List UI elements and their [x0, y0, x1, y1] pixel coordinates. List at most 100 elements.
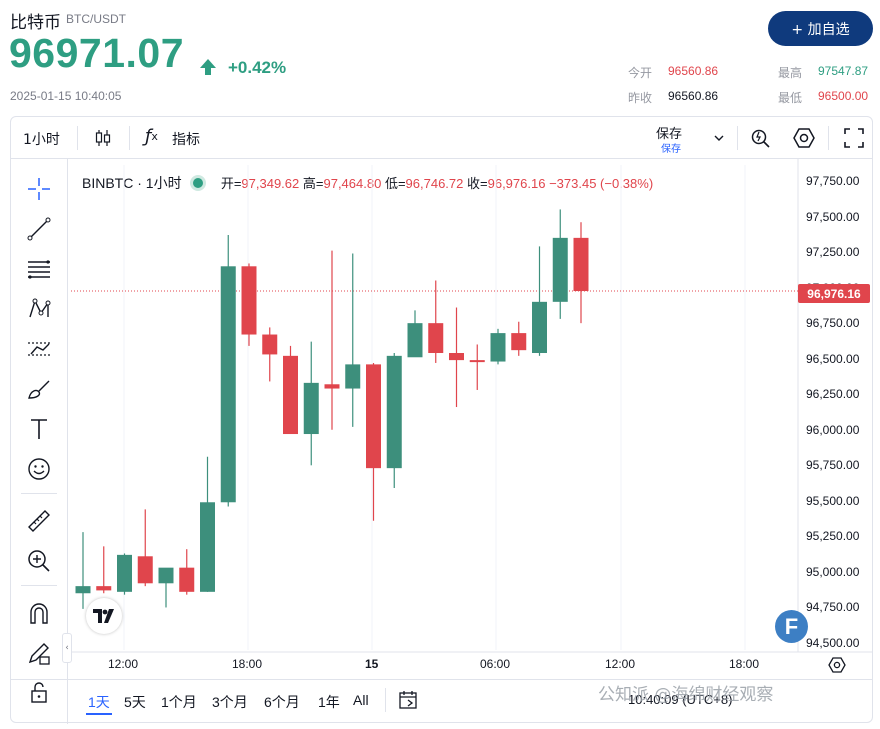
time-axis-label: 06:00: [480, 657, 511, 671]
price-axis-label: 95,250.00: [806, 529, 860, 544]
price-axis-label: 94,750.00: [806, 600, 860, 615]
time-axis-label: 15: [365, 657, 379, 671]
add-watchlist-button[interactable]: + 加自选: [768, 11, 873, 46]
stat-prev-value: 96560.86: [668, 89, 719, 103]
range-button[interactable]: 6个月: [264, 694, 300, 710]
time-axis-label: 18:00: [729, 657, 760, 671]
chevron-down-icon[interactable]: [713, 133, 725, 143]
save-subtitle: 保存: [661, 144, 681, 155]
candle-body[interactable]: [428, 323, 444, 354]
candle-body[interactable]: [573, 237, 589, 292]
quick-search-icon[interactable]: [750, 127, 772, 149]
pattern-icon[interactable]: [25, 295, 53, 323]
candle-body[interactable]: [386, 355, 402, 469]
candle-body[interactable]: [137, 556, 153, 584]
time-axis-label: 12:00: [605, 657, 636, 671]
legend-symbol: BINBTC · 1小时: [82, 175, 182, 191]
fullscreen-icon[interactable]: [843, 127, 865, 149]
time-axis-label: 12:00: [108, 657, 139, 671]
candle-body[interactable]: [469, 360, 485, 363]
price-axis-label: 96,250.00: [806, 387, 860, 402]
legend-open-label: 开=: [220, 176, 242, 191]
range-button[interactable]: 1个月: [161, 694, 197, 710]
candles-icon[interactable]: [93, 128, 113, 148]
collapse-toolbar-tab[interactable]: ‹: [62, 633, 72, 663]
price-axis-label: 97,250.00: [806, 245, 860, 260]
candle-body[interactable]: [552, 237, 568, 302]
legend-low: 96,746.72: [405, 176, 464, 191]
price-axis-label: 94,500.00: [806, 636, 860, 650]
tradingview-logo-icon: [93, 609, 114, 623]
stat-high-value: 97547.87: [818, 64, 869, 78]
stat-low: 最低 96500.00: [778, 89, 868, 106]
candle-body[interactable]: [532, 301, 547, 354]
toolbar-divider: [737, 126, 738, 150]
stat-open-value: 96560.86: [668, 64, 719, 78]
range-button[interactable]: 3个月: [212, 694, 248, 710]
save-button[interactable]: 保存: [656, 127, 683, 142]
candle-body[interactable]: [262, 334, 278, 355]
interval-selector[interactable]: 1小时: [23, 132, 60, 148]
lock-drawing-icon[interactable]: [25, 639, 53, 667]
quote-timestamp: 2025-01-15 10:40:05: [10, 89, 122, 103]
candle-body[interactable]: [179, 567, 195, 592]
tradingview-logo: [86, 598, 122, 634]
legend-open: 97,349.62: [241, 176, 300, 191]
zoom-in-icon[interactable]: [25, 547, 53, 575]
candle-body[interactable]: [303, 382, 319, 435]
candle-body[interactable]: [117, 554, 132, 592]
time-axis-label: 18:00: [232, 657, 263, 671]
magnet-icon[interactable]: [25, 599, 53, 627]
stat-prev-label: 昨收: [628, 91, 653, 105]
timezone-clock[interactable]: 10:40:09 (UTC+8): [628, 692, 733, 707]
legend-low-label: 低=: [384, 176, 406, 191]
range-button[interactable]: 5天: [124, 694, 146, 710]
candle-body[interactable]: [366, 364, 381, 469]
drawing-toolbar: [11, 159, 68, 724]
candle-body[interactable]: [158, 567, 174, 584]
lock-icon[interactable]: [25, 679, 53, 707]
legend-close: 96,976.16: [487, 176, 546, 191]
active-range-indicator: [86, 713, 112, 715]
range-button[interactable]: All: [353, 692, 369, 708]
candle-body[interactable]: [345, 364, 361, 389]
candle-body[interactable]: [220, 266, 236, 503]
candle-body[interactable]: [75, 586, 91, 594]
text-tool-icon[interactable]: [25, 415, 53, 443]
ruler-icon[interactable]: [25, 507, 53, 535]
candle-body[interactable]: [449, 353, 464, 361]
candle-body[interactable]: [511, 333, 527, 351]
provider-logo: F: [775, 610, 808, 643]
stat-high-label: 最高: [778, 66, 803, 80]
fib-lines-icon[interactable]: [25, 255, 53, 283]
date-range-icon[interactable]: [398, 690, 420, 710]
candle-body[interactable]: [241, 266, 257, 335]
crosshair-icon[interactable]: [25, 175, 53, 203]
projection-icon[interactable]: [25, 335, 53, 363]
range-button[interactable]: 1年: [318, 694, 340, 710]
settings-icon[interactable]: [792, 127, 816, 149]
stat-low-label: 最低: [778, 91, 803, 105]
candle-body[interactable]: [96, 586, 112, 591]
candle-body[interactable]: [407, 323, 423, 358]
stat-open: 今开 96560.86: [628, 64, 718, 81]
price-axis-label: 96,500.00: [806, 351, 860, 366]
current-price: 96971.07: [9, 30, 185, 76]
change-percent: +0.42%: [228, 58, 287, 77]
candle-body[interactable]: [324, 384, 340, 389]
candle-body[interactable]: [490, 333, 506, 362]
range-button[interactable]: 1天: [88, 694, 110, 710]
indicators-button[interactable]: 指标: [172, 132, 200, 148]
toolbar-divider: [77, 126, 78, 150]
candle-body[interactable]: [283, 355, 298, 435]
trend-line-icon[interactable]: [25, 215, 53, 243]
axis-settings-icon[interactable]: [828, 656, 846, 674]
asset-pair: BTC/USDT: [66, 12, 126, 26]
emoji-icon[interactable]: [25, 455, 53, 483]
legend-high: 97,464.80: [323, 176, 382, 191]
watermark-text: 公知派 @海绵财经观察: [598, 685, 774, 705]
candle-body[interactable]: [200, 502, 215, 592]
brush-icon[interactable]: [25, 375, 53, 403]
